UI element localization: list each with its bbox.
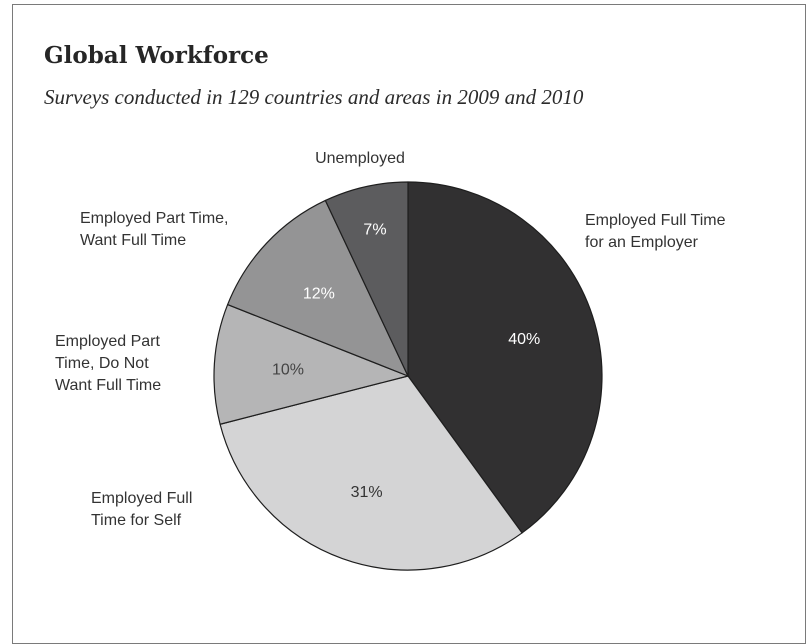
slice-category-label-line: Unemployed: [315, 150, 405, 167]
slice-value-label: 40%: [508, 331, 540, 348]
pie-slice: [407, 181, 603, 534]
pie-slice: [219, 375, 523, 571]
slice-category-label-line: Want Full Time: [55, 377, 161, 394]
slice-category-label-line: Employed Full Time: [585, 212, 726, 229]
slice-category-label-line: Employed Part Time,: [80, 210, 229, 227]
slice-value-label: 31%: [351, 484, 383, 501]
slice-category-label: Unemployed: [315, 150, 405, 167]
chart-subtitle: Surveys conducted in 129 countries and a…: [44, 85, 584, 109]
slice-value-label: 10%: [272, 361, 304, 378]
pie-slice: [324, 181, 409, 377]
pie-slice: [227, 199, 409, 377]
chart-title: Global Workforce: [44, 42, 269, 69]
slice-category-label: Employed Part Time, Do Not Want Full Time: [55, 333, 161, 394]
slice-value-label: 12%: [303, 285, 335, 302]
pie-slice: [213, 303, 409, 425]
pie-chart: 40% Employed Full Time for an Employer 31% E…: [55, 150, 726, 571]
slice-category-label-line: Employed Full: [91, 490, 192, 507]
slice-category-label-line: for an Employer: [585, 234, 699, 251]
slice-category-label-line: Time for Self: [91, 512, 182, 529]
slice-category-label-line: Employed Part: [55, 333, 160, 350]
slice-category-label-line: Time, Do Not: [55, 355, 149, 372]
slice-category-label: Employed Full Time for an Employer: [585, 212, 726, 251]
slice-value-label: 7%: [363, 221, 386, 238]
slice-category-label: Employed Full Time for Self: [91, 490, 192, 529]
slice-category-label-line: Want Full Time: [80, 232, 186, 249]
slice-category-label: Employed Part Time, Want Full Time: [80, 210, 229, 249]
